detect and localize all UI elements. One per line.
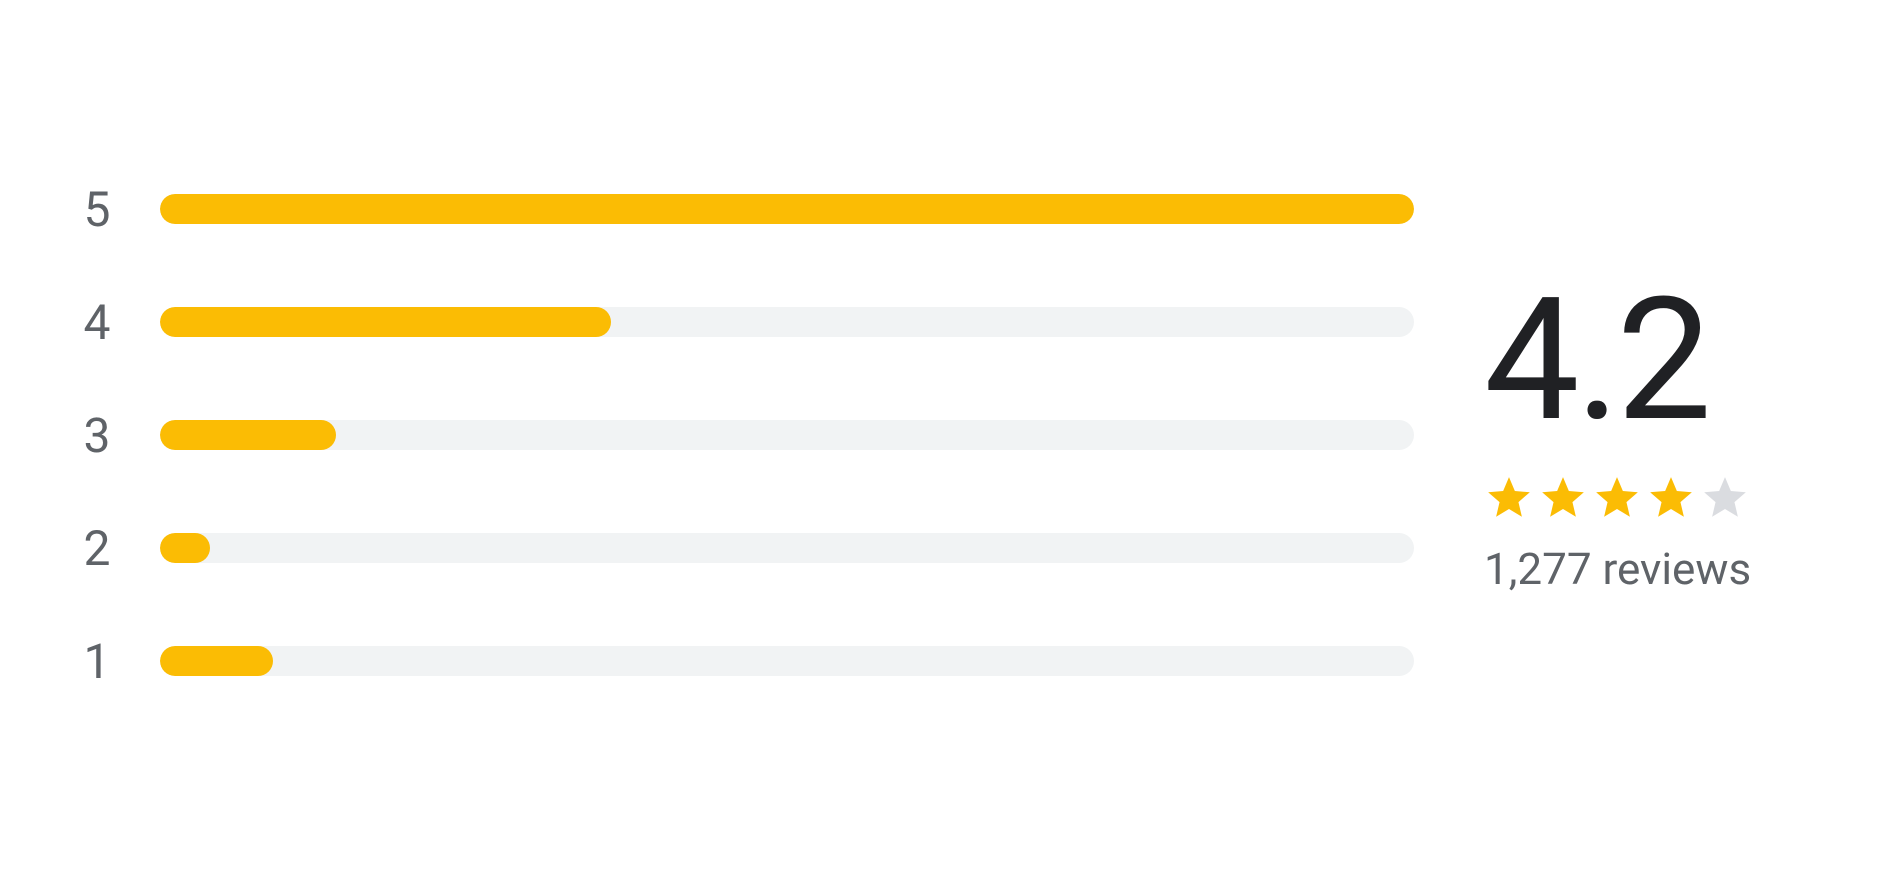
rating-bar-label: 2: [80, 520, 114, 577]
rating-bar-row-2: 2: [80, 520, 1414, 577]
rating-bar-fill: [160, 194, 1414, 224]
rating-bar-row-1: 1: [80, 633, 1414, 690]
rating-bar-fill: [160, 307, 611, 337]
rating-bar-label: 3: [80, 407, 114, 464]
star-icon: [1484, 473, 1534, 523]
star-icon: [1592, 473, 1642, 523]
rating-summary-widget: 5 4 3 2 1: [0, 181, 1904, 690]
rating-bar-label: 4: [80, 294, 114, 351]
rating-bar-row-3: 3: [80, 407, 1414, 464]
rating-bar-fill: [160, 533, 210, 563]
rating-bar-track: [160, 194, 1414, 224]
rating-bar-track: [160, 307, 1414, 337]
rating-bar-track: [160, 420, 1414, 450]
star-icon: [1700, 473, 1750, 523]
reviews-count-text: 1,277 reviews: [1484, 543, 1751, 595]
rating-bar-fill: [160, 646, 273, 676]
rating-bar-track: [160, 646, 1414, 676]
rating-bar-row-4: 4: [80, 294, 1414, 351]
rating-bar-track: [160, 533, 1414, 563]
rating-summary-section: 4.2 1,277 reviews: [1484, 275, 1824, 595]
rating-bar-row-5: 5: [80, 181, 1414, 238]
star-icon: [1646, 473, 1696, 523]
rating-bar-fill: [160, 420, 336, 450]
star-icon: [1538, 473, 1588, 523]
average-rating-value: 4.2: [1484, 275, 1708, 445]
rating-bar-label: 1: [80, 633, 114, 690]
rating-bars-section: 5 4 3 2 1: [80, 181, 1414, 690]
rating-bar-label: 5: [80, 181, 114, 238]
stars-row: [1484, 473, 1750, 523]
